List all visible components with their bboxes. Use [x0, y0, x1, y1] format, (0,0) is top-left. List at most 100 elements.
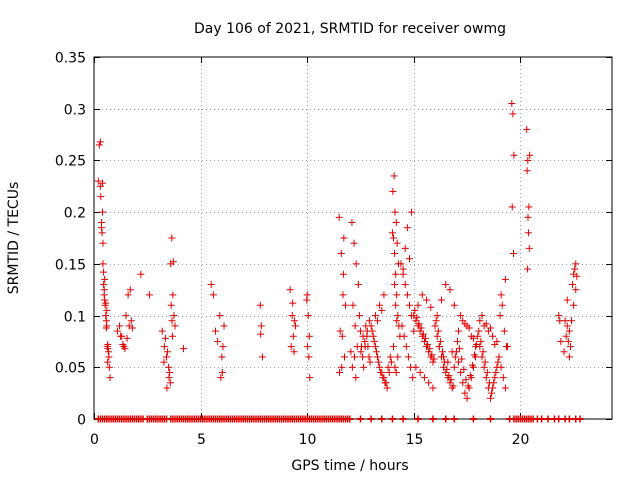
zero-point — [414, 415, 422, 423]
data-point — [500, 327, 508, 335]
data-point — [368, 327, 376, 335]
data-point — [409, 374, 417, 382]
data-point — [476, 343, 484, 351]
data-point — [460, 365, 468, 373]
data-point — [390, 172, 398, 180]
zero-point — [469, 415, 477, 423]
data-point — [429, 384, 437, 392]
data-point — [365, 317, 373, 325]
data-point — [463, 394, 471, 402]
y-tick-label: 0.25 — [55, 154, 86, 170]
data-point — [440, 353, 448, 361]
data-point — [425, 379, 433, 387]
data-point — [367, 322, 375, 330]
data-point — [445, 372, 453, 380]
data-point — [378, 306, 386, 314]
y-tick-label: 0.3 — [64, 103, 86, 119]
data-point — [442, 368, 450, 376]
data-point — [483, 368, 491, 376]
data-point — [443, 365, 451, 373]
data-point — [468, 361, 476, 369]
data-point — [389, 187, 397, 195]
data-point — [455, 358, 463, 366]
data-point — [405, 301, 413, 309]
data-point — [371, 343, 379, 351]
data-point — [392, 301, 400, 309]
data-point — [455, 327, 463, 335]
data-point — [421, 334, 429, 342]
data-point — [288, 312, 296, 320]
data-point — [477, 337, 485, 345]
data-point — [524, 213, 532, 221]
data-point — [390, 343, 398, 351]
data-point — [431, 322, 439, 330]
data-point — [571, 265, 579, 273]
data-point — [97, 224, 105, 232]
data-point — [497, 363, 505, 371]
data-point — [413, 314, 421, 322]
data-point — [165, 374, 173, 382]
x-tick-label: 5 — [197, 432, 206, 448]
data-point — [562, 332, 570, 340]
data-point — [423, 296, 431, 304]
data-point — [573, 272, 581, 280]
data-point — [397, 260, 405, 268]
data-point — [167, 301, 175, 309]
data-point — [488, 389, 496, 397]
data-point — [510, 250, 518, 258]
zero-point — [367, 415, 375, 423]
data-point — [479, 348, 487, 356]
data-point — [355, 312, 363, 320]
data-point — [348, 218, 356, 226]
data-point — [165, 363, 173, 371]
data-point — [258, 353, 266, 361]
data-point — [464, 382, 472, 390]
x-axis-label: GPS time / hours — [291, 458, 408, 474]
data-point — [482, 374, 490, 382]
data-point — [416, 368, 424, 376]
data-point — [207, 281, 215, 289]
data-point — [494, 358, 502, 366]
data-point — [416, 327, 424, 335]
data-point — [383, 384, 391, 392]
data-point — [392, 368, 400, 376]
data-point — [376, 301, 384, 309]
data-point — [257, 330, 265, 338]
data-point — [451, 353, 459, 361]
data-point — [489, 384, 497, 392]
data-point — [126, 286, 134, 294]
data-point — [371, 312, 379, 320]
data-point — [99, 260, 107, 268]
data-point — [169, 258, 177, 266]
data-point — [401, 244, 409, 252]
data-point — [401, 281, 409, 289]
data-point — [461, 389, 469, 397]
data-point — [361, 343, 369, 351]
zero-point — [399, 415, 407, 423]
zero-point — [538, 415, 546, 423]
data-point — [96, 138, 104, 146]
data-point — [380, 291, 388, 299]
data-point — [489, 332, 497, 340]
x-tick-label: 20 — [512, 432, 530, 448]
data-point — [160, 343, 168, 351]
data-point — [381, 379, 389, 387]
data-point — [417, 324, 425, 332]
data-point — [103, 306, 111, 314]
data-point — [99, 208, 107, 216]
data-point — [336, 327, 344, 335]
data-point — [350, 239, 358, 247]
data-point — [220, 322, 228, 330]
data-point — [475, 327, 483, 335]
data-point — [360, 363, 368, 371]
data-point — [348, 363, 356, 371]
data-point — [379, 374, 387, 382]
data-point — [400, 332, 408, 340]
data-point — [412, 317, 420, 325]
zero-point — [555, 415, 563, 423]
data-point — [555, 312, 563, 320]
data-point — [100, 281, 108, 289]
data-point — [214, 337, 222, 345]
zero-point — [429, 415, 437, 423]
